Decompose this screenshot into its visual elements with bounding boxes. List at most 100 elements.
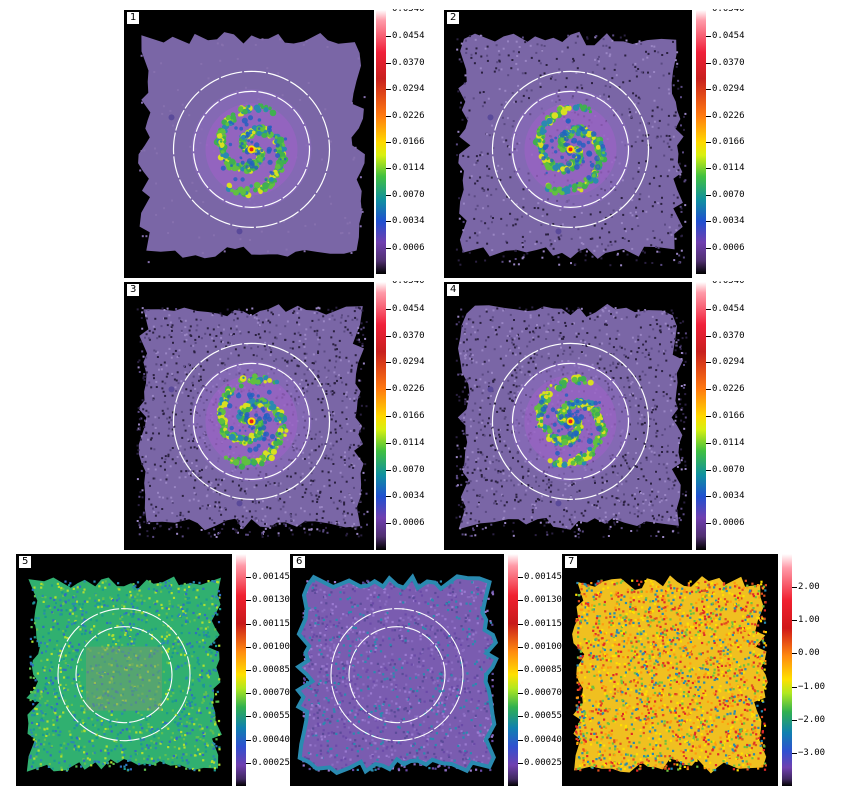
panel-1: 1	[124, 10, 374, 278]
panel-2-image	[444, 10, 692, 278]
colorbar-tick	[386, 362, 391, 363]
colorbar-tick	[518, 693, 523, 694]
colorbar-tick	[706, 168, 711, 169]
panel-7-image	[562, 554, 778, 786]
colorbar-tick-label: 0.0226	[392, 384, 425, 394]
colorbar-tick-label: 0.000700	[524, 688, 568, 698]
panel-label: 4	[447, 284, 460, 296]
annulus-inner	[511, 362, 630, 480]
colorbar-tick	[518, 624, 523, 625]
colorbar-tick	[386, 496, 391, 497]
colorbar-tick-label: 0.0226	[712, 111, 745, 121]
colorbar-tick-label: 0.0454	[712, 31, 745, 41]
colorbar-gradient	[696, 10, 706, 274]
colorbar-tick-label: 0.0006	[392, 518, 425, 528]
colorbar-tick	[518, 740, 523, 741]
colorbar-tick	[386, 63, 391, 64]
colorbar-tick-label: 0.001150	[524, 619, 568, 629]
colorbar-tick-label: 0.0114	[712, 163, 745, 173]
colorbar-tick	[518, 600, 523, 601]
colorbar-top-label: 0.0540	[712, 276, 745, 286]
colorbar-tick-label: 0.00	[798, 648, 820, 658]
colorbar-tick	[246, 670, 251, 671]
annulus-outer	[330, 608, 464, 742]
panel-label: 1	[127, 12, 140, 24]
footprint	[298, 576, 497, 773]
panel-label: 7	[565, 556, 578, 568]
annulus-outer	[172, 342, 331, 500]
colorbar-top-label: 0.0540	[712, 4, 745, 14]
panel-label: 3	[127, 284, 140, 296]
colorbar-tick	[386, 248, 391, 249]
annulus-outer	[172, 70, 331, 228]
annulus-outer	[57, 608, 191, 742]
colorbar-tick	[706, 362, 711, 363]
colorbar-tick-label: 0.0034	[392, 216, 425, 226]
colorbar-tick-label: 0.0166	[392, 137, 425, 147]
colorbar-tick	[518, 647, 523, 648]
colorbar-weights-1: 0.001450 0.001300 0.001150 0.001000 0.000850…	[236, 554, 296, 786]
colorbar-tick-label: 0.0070	[392, 190, 425, 200]
colorbar-main-4: 0.0454 0.0370 0.0294 0.0226 0.0166 0.0114 0.00…	[696, 281, 760, 550]
colorbar-tick-label: −2.00	[798, 715, 826, 725]
panel-4-image	[444, 282, 692, 550]
panel-2: 2	[444, 10, 692, 278]
colorbar-tick-label: 0.000250	[524, 758, 568, 768]
colorbar-tick	[246, 600, 251, 601]
colorbar-tick	[706, 523, 711, 524]
colorbar-gradient	[782, 554, 792, 786]
colorbar-tick-label: 0.0114	[392, 438, 425, 448]
colorbar-main-1: 0.0454 0.0370 0.0294 0.0226 0.0166 0.0114 0.00…	[376, 9, 440, 274]
colorbar-tick	[386, 470, 391, 471]
colorbar-tick	[706, 195, 711, 196]
colorbar-tick-label: 0.000250	[252, 758, 296, 768]
colorbar-tick-label: 0.000850	[252, 665, 296, 675]
annulus-inner	[75, 626, 173, 724]
panel-label: 6	[293, 556, 306, 568]
colorbar-tick-label: 0.0166	[392, 411, 425, 421]
panel-label: 5	[19, 556, 32, 568]
colorbar-tick	[386, 416, 391, 417]
colorbar-tick-label: 0.000700	[252, 688, 296, 698]
colorbar-tick	[246, 693, 251, 694]
colorbar-tick	[706, 116, 711, 117]
colorbar-tick-label: 0.0294	[712, 357, 745, 367]
colorbar-main-3: 0.0454 0.0370 0.0294 0.0226 0.0166 0.0114 0.00…	[376, 281, 440, 550]
colorbar-tick	[518, 670, 523, 671]
colorbar-tick-label: 0.0034	[712, 491, 745, 501]
colorbar-tick	[706, 36, 711, 37]
colorbar-tick	[706, 416, 711, 417]
colorbar-tick	[246, 763, 251, 764]
colorbar-tick-label: 0.0294	[712, 84, 745, 94]
colorbar-tick-label: 0.001000	[252, 642, 296, 652]
panel-1-image	[124, 10, 374, 278]
colorbar-tick-label: 0.001000	[524, 642, 568, 652]
annulus-outer	[491, 342, 650, 500]
colorbar-tick	[386, 309, 391, 310]
colorbar-tick	[792, 587, 797, 588]
colorbar-tick	[706, 89, 711, 90]
panel-5-image	[16, 554, 232, 786]
colorbar-tick-label: 0.0006	[712, 518, 745, 528]
colorbar-tick	[706, 443, 711, 444]
colorbar-top-label: 0.0540	[392, 276, 425, 286]
colorbar-tick	[246, 647, 251, 648]
colorbar-gradient	[236, 554, 246, 786]
colorbar-tick-label: 0.0114	[392, 163, 425, 173]
colorbar-tick	[706, 63, 711, 64]
colorbar-tick-label: 0.0166	[712, 411, 745, 421]
colorbar-tick	[386, 89, 391, 90]
colorbar-tick	[386, 36, 391, 37]
panel-4: 4	[444, 282, 692, 550]
colorbar-residual: 2.00 1.00 0.00 −1.00 −2.00 −3.00	[782, 554, 842, 786]
colorbar-gradient	[696, 282, 706, 550]
colorbar-tick-label: 0.0034	[392, 491, 425, 501]
colorbar-tick-label: 0.0294	[392, 357, 425, 367]
colorbar-tick-label: 0.0070	[712, 465, 745, 475]
colorbar-tick-label: 0.000550	[524, 711, 568, 721]
panel-6-image	[290, 554, 504, 786]
colorbar-tick	[386, 195, 391, 196]
colorbar-tick	[518, 763, 523, 764]
colorbar-tick	[518, 577, 523, 578]
colorbar-tick	[706, 142, 711, 143]
